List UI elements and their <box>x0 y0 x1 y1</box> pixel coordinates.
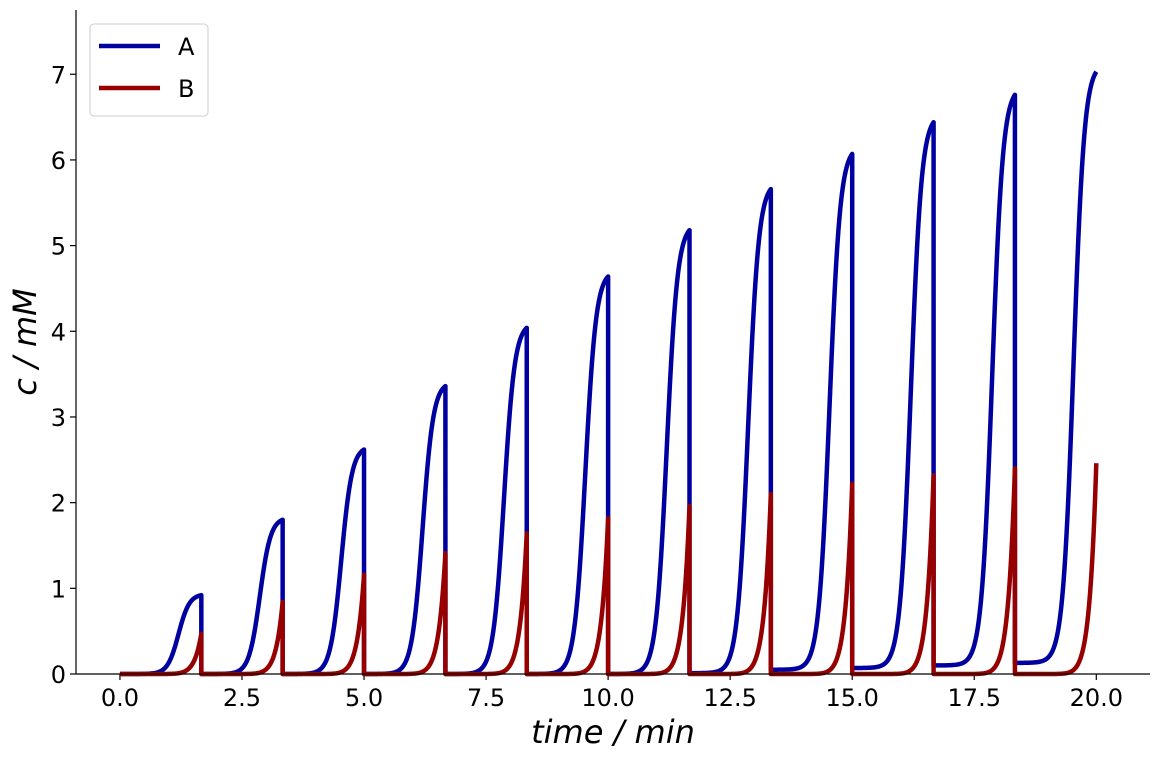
y-tick-label: 7 <box>51 61 66 89</box>
y-tick-label: 4 <box>51 318 66 346</box>
x-tick-label: 7.5 <box>467 684 505 712</box>
series-lines <box>118 70 1099 677</box>
legend-label-b: B <box>178 75 194 103</box>
y-tick-label: 0 <box>51 661 66 689</box>
x-tick-label: 15.0 <box>825 684 878 712</box>
x-tick-label: 12.5 <box>703 684 756 712</box>
y-tick-label: 5 <box>51 233 66 261</box>
y-tick-label: 3 <box>51 404 66 432</box>
x-axis-title: time / min <box>531 713 695 751</box>
y-tick-label: 6 <box>51 147 66 175</box>
x-tick-label: 20.0 <box>1070 684 1123 712</box>
y-tick-label: 2 <box>51 490 66 518</box>
x-tick-label: 17.5 <box>948 684 1001 712</box>
x-tick-label: 2.5 <box>223 684 261 712</box>
legend: A B <box>89 23 209 117</box>
x-tick-label: 5.0 <box>345 684 383 712</box>
x-axis-ticks: 0.0 2.5 5.0 7.5 10.0 12.5 15.0 17.5 20.0 <box>101 674 1123 712</box>
x-tick-label: 10.0 <box>581 684 634 712</box>
y-tick-label: 1 <box>51 575 66 603</box>
y-axis-title: c / mM <box>6 288 44 396</box>
x-tick-label: 0.0 <box>101 684 139 712</box>
y-axis-ticks: 0 1 2 3 4 5 6 7 <box>51 61 76 689</box>
legend-label-a: A <box>178 33 195 61</box>
